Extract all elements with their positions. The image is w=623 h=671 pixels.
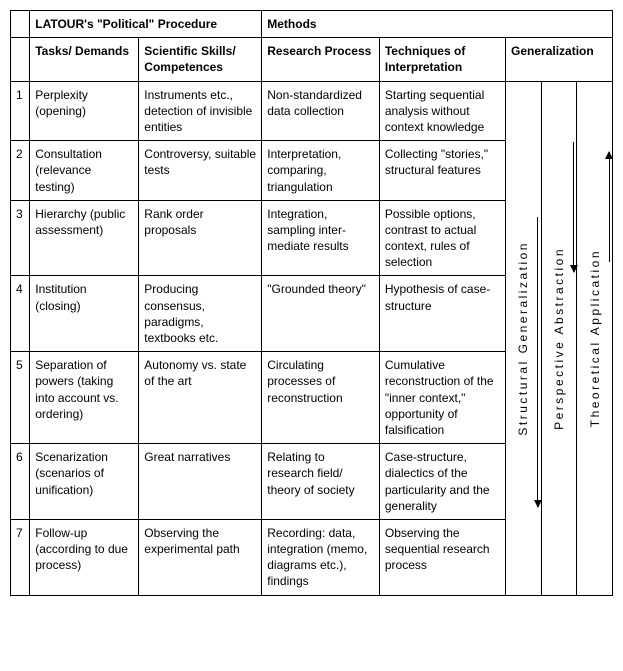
header-generalization: Generalization [506,38,613,81]
header-techniques: Techniques of Interpretation [379,38,505,81]
gen-structural: Structural Generalization [506,82,541,595]
cell-tech: Collecting "stories," structural feature… [379,141,505,201]
arrow-down-icon [573,142,574,272]
cell-process: Interpretation, comparing, triangulation [262,141,380,201]
cell-tech: Observing the sequential research proces… [379,519,505,595]
row-num: 3 [11,200,30,276]
arrow-down-icon [537,217,538,507]
cell-skill: Rank order proposals [139,200,262,276]
row-num: 1 [11,81,30,141]
row-num: 2 [11,141,30,201]
cell-task: Scenarization (scenarios of unification) [30,444,139,520]
cell-task: Separation of powers (taking into accoun… [30,352,139,444]
cell-task: Perplexity (opening) [30,81,139,141]
gen-theoretical-label: Theoretical Application [587,249,603,427]
cell-tech: Hypothesis of case-structure [379,276,505,352]
cell-skill: Observing the experimental path [139,519,262,595]
cell-tech: Starting sequential analysis without con… [379,81,505,141]
cell-tech: Cumulative reconstruction of the "inner … [379,352,505,444]
header-tasks: Tasks/ Demands [30,38,139,81]
cell-skill: Great narratives [139,444,262,520]
cell-skill: Autonomy vs. state of the art [139,352,262,444]
cell-task: Institution (closing) [30,276,139,352]
header-group-methods: Methods [262,11,613,38]
cell-process: Recording: data, integration (memo, diag… [262,519,380,595]
corner-blank-2 [11,38,30,81]
header-process: Research Process [262,38,380,81]
cell-process: "Grounded theory" [262,276,380,352]
corner-blank [11,11,30,38]
cell-skill: Controversy, suitable tests [139,141,262,201]
arrow-up-icon [609,152,610,262]
cell-task: Hierarchy (public assessment) [30,200,139,276]
gen-structural-label: Structural Generalization [515,241,531,436]
cell-process: Non-standardized data collection [262,81,380,141]
cell-tech: Case-structure, dialectics of the partic… [379,444,505,520]
header-skills: Scientific Skills/ Competences [139,38,262,81]
cell-skill: Instruments etc., detection of invisible… [139,81,262,141]
row-num: 5 [11,352,30,444]
gen-perspective: Perspective Abstraction [541,82,577,595]
cell-process: Circulating processes of reconstruction [262,352,380,444]
header-row-2: Tasks/ Demands Scientific Skills/ Compet… [11,38,613,81]
cell-process: Integration, sampling inter-mediate resu… [262,200,380,276]
procedure-table: LATOUR's "Political" Procedure Methods T… [10,10,613,596]
row-num: 7 [11,519,30,595]
gen-perspective-label: Perspective Abstraction [551,247,567,430]
cell-tech: Possible options, contrast to actual con… [379,200,505,276]
row-num: 4 [11,276,30,352]
header-row-1: LATOUR's "Political" Procedure Methods [11,11,613,38]
cell-process: Relating to research field/ theory of so… [262,444,380,520]
cell-task: Consultation (relevance testing) [30,141,139,201]
cell-skill: Producing consensus, paradigms, textbook… [139,276,262,352]
header-group-political: LATOUR's "Political" Procedure [30,11,262,38]
table-row: 1 Perplexity (opening) Instruments etc.,… [11,81,613,141]
gen-theoretical: Theoretical Application [576,82,612,595]
row-num: 6 [11,444,30,520]
cell-task: Follow-up (according to due process) [30,519,139,595]
generalization-cell: Structural Generalization Perspective Ab… [506,81,613,595]
